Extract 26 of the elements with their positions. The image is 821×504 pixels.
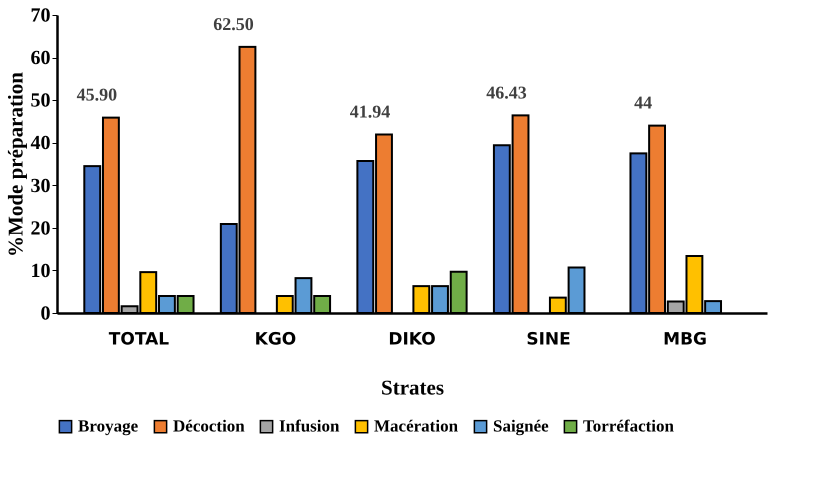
legend-label: Broyage — [78, 416, 139, 436]
x-tick-label: SINE — [526, 330, 571, 350]
x-axis-title: Strates — [381, 376, 444, 400]
legend-label: Infusion — [279, 416, 340, 436]
y-tick-label: 10 — [30, 260, 50, 282]
y-tick-label: 40 — [30, 132, 50, 154]
data-label: 46.43 — [486, 82, 527, 102]
legend-label: Torréfaction — [583, 416, 675, 436]
x-tick-label: TOTAL — [108, 330, 170, 350]
y-tick-label: 0 — [40, 302, 50, 324]
y-tick-label: 70 — [30, 4, 50, 26]
x-tick-label: MBG — [663, 330, 707, 350]
data-label: 62.50 — [213, 14, 254, 34]
y-tick-label: 30 — [30, 174, 50, 197]
x-tick-label: DIKO — [388, 330, 436, 350]
data-label: 44 — [634, 92, 652, 113]
data-label: 41.94 — [350, 101, 390, 122]
y-tick-label: 50 — [30, 90, 50, 112]
legend-label: Macération — [374, 416, 459, 436]
x-tick-label: KGO — [254, 330, 296, 350]
legend-label: Décoction — [173, 416, 246, 436]
y-tick-label: 60 — [30, 47, 50, 70]
data-label: 45.90 — [76, 84, 118, 105]
legend-label: Saignée — [493, 416, 550, 436]
y-tick-label: 20 — [30, 217, 50, 240]
y-axis-title: %Mode préparation — [4, 72, 28, 257]
